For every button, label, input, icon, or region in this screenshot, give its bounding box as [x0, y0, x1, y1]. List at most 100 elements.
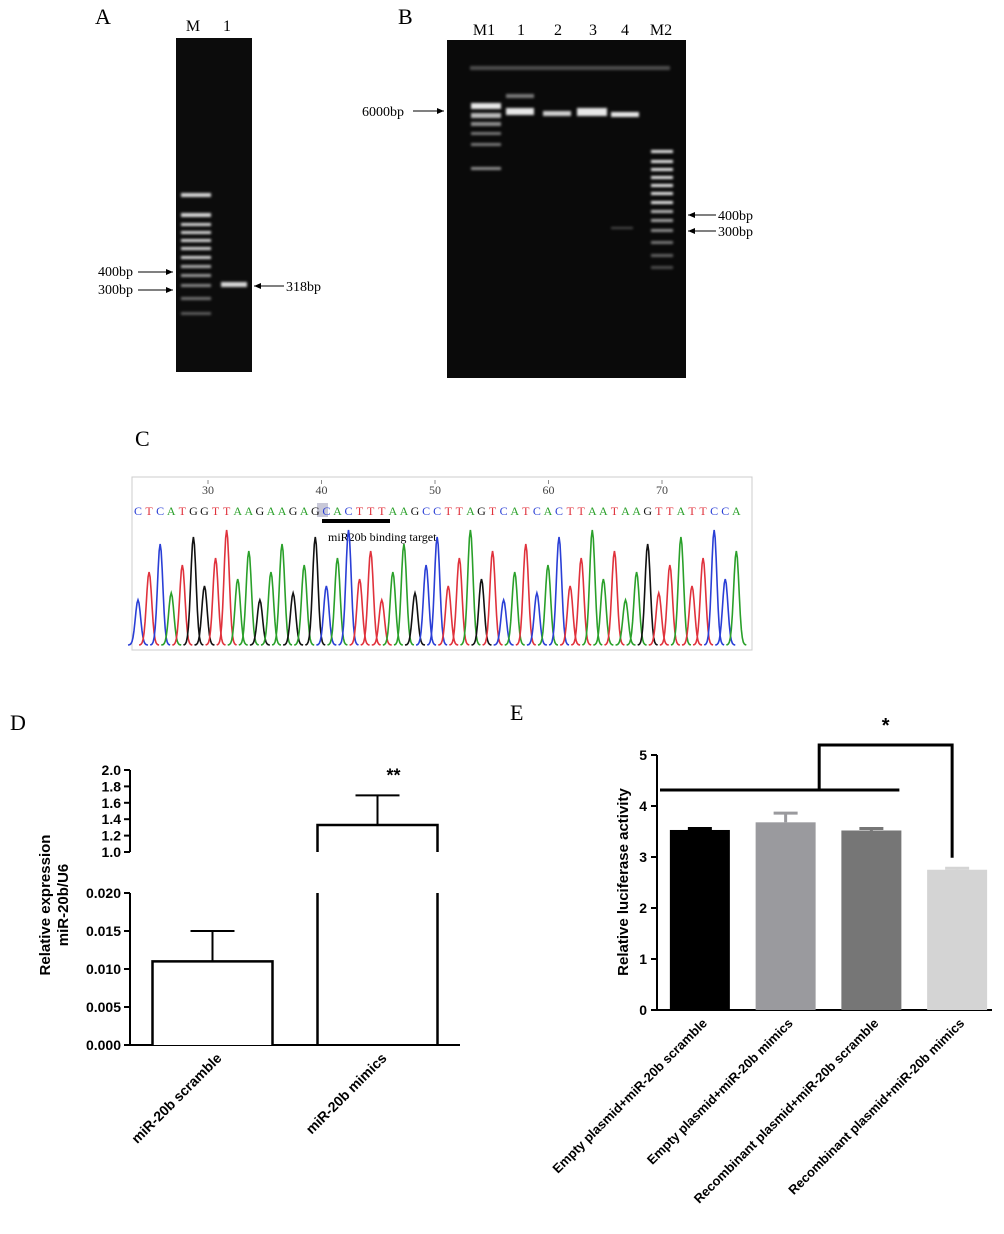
base-letter: G: [477, 504, 486, 518]
base-letter: T: [522, 504, 530, 518]
base-letter: G: [200, 504, 209, 518]
trace-peak: [515, 543, 536, 646]
y-tick-label: 1: [639, 951, 647, 967]
charts: D Relative expression miR-20b/U6 0.000 0.005…: [10, 700, 992, 1206]
trace-peak: [726, 550, 747, 646]
trace-peak: [183, 536, 204, 646]
base-letter: G: [189, 504, 198, 518]
panel-label: A: [95, 4, 111, 29]
base-letter: G: [411, 504, 420, 518]
base-letter: C: [134, 504, 142, 518]
base-letter: G: [643, 504, 652, 518]
base-letter: T: [445, 504, 453, 518]
marker-label: 318bp: [286, 280, 321, 295]
bar: [151, 960, 274, 1045]
base-letter: T: [566, 504, 574, 518]
gel-bands: [470, 66, 673, 269]
marker-label: 400bp: [98, 265, 133, 280]
lane-label: 1: [517, 22, 525, 39]
trace-peak: [271, 543, 293, 646]
annotation: miR20b binding target: [328, 530, 437, 544]
position-label: 30: [202, 483, 214, 497]
trace-peak: [537, 564, 559, 646]
lane-label: M2: [650, 22, 672, 39]
bracket: [817, 743, 954, 858]
y-axis-label: Relative luciferase activity: [615, 788, 632, 976]
trace-peak: [559, 585, 581, 646]
x-tick-label: Empty plasmid+miR-20b scramble: [549, 1016, 710, 1177]
trace-peak: [327, 557, 348, 646]
position-label: 50: [429, 483, 441, 497]
base-letter: C: [533, 504, 541, 518]
bar: [927, 869, 988, 1010]
trace-peak: [150, 543, 171, 646]
base-letter: A: [267, 504, 276, 518]
panel-label: E: [510, 700, 523, 725]
x-tick-label: miR-20b scramble: [128, 1050, 225, 1147]
y-tick-label: 4: [639, 798, 647, 814]
y-tick-label: 0.020: [86, 885, 121, 901]
lane-label: 2: [554, 22, 562, 39]
trace-peak: [416, 564, 437, 646]
y-tick-label: 1.6: [102, 795, 122, 811]
y-tick-label: 0: [639, 1002, 647, 1018]
base-letter: T: [489, 504, 497, 518]
trace-peak: [681, 585, 703, 646]
base-letter: A: [732, 504, 741, 518]
base-letter: T: [699, 504, 707, 518]
y-tick-label: 1.0: [102, 844, 122, 860]
x-tick-label: Empty plasmid+miR-20b mimics: [644, 1016, 796, 1168]
y-tick-label: 1.4: [102, 811, 122, 827]
base-letter: T: [611, 504, 619, 518]
trace-peak: [305, 536, 326, 646]
base-letter: T: [578, 504, 586, 518]
marker-label: 300bp: [98, 283, 133, 298]
y-tick-label: 2: [639, 900, 647, 916]
trace-peak: [703, 529, 725, 646]
trace-peak: [582, 529, 603, 646]
base-letter: T: [223, 504, 231, 518]
bar: [841, 830, 902, 1010]
position-label: 60: [543, 483, 555, 497]
base-letter: A: [621, 504, 630, 518]
y-tick-label: 5: [639, 747, 647, 763]
trace-peak: [670, 536, 692, 646]
gel: [447, 40, 686, 378]
marker-label: 6000bp: [362, 105, 404, 120]
y-tick-label: 2.0: [102, 762, 122, 778]
base-letter: C: [156, 504, 164, 518]
trace-peak: [604, 550, 625, 646]
bar: [316, 823, 439, 1045]
trace-peak: [504, 571, 525, 646]
trace-peak: [715, 578, 736, 646]
trace-peak: [571, 557, 592, 646]
base-letter: G: [256, 504, 265, 518]
trace-peak: [493, 597, 514, 646]
panel-label: C: [135, 426, 150, 451]
trace-peak: [127, 597, 149, 646]
y-tick-label: 0.005: [86, 999, 121, 1015]
base-letter: A: [167, 504, 176, 518]
lane-label: 3: [589, 22, 597, 39]
trace-peak: [260, 571, 282, 646]
base-letter: A: [233, 504, 242, 518]
base-letter: A: [510, 504, 519, 518]
base-letter: T: [367, 504, 375, 518]
bar: [669, 829, 730, 1010]
base-letter: A: [400, 504, 409, 518]
trace-peak: [282, 590, 304, 646]
position-label: 70: [656, 483, 668, 497]
trace-peak: [692, 557, 714, 646]
trace-peak: [316, 585, 337, 646]
base-letter: A: [244, 504, 253, 518]
base-letter: T: [179, 504, 187, 518]
base-letter: A: [677, 504, 686, 518]
panel-label: D: [10, 710, 26, 735]
trace-peak: [648, 590, 669, 646]
base-letter: G: [289, 504, 298, 518]
base-letter: A: [389, 504, 398, 518]
lane-label: M1: [473, 22, 495, 39]
trace-peak: [172, 564, 193, 646]
position-label: 40: [316, 483, 328, 497]
